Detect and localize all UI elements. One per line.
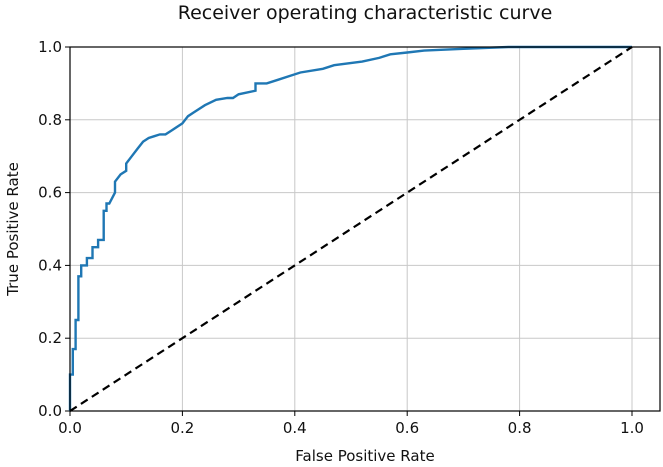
y-tick-label: 0.6 — [38, 184, 62, 202]
y-tick-label: 0.4 — [38, 256, 62, 274]
plot-frame — [69, 46, 661, 412]
x-tick-label: 0.0 — [58, 419, 82, 437]
x-tick-label: 1.0 — [620, 419, 644, 437]
x-axis-label: False Positive Rate — [295, 447, 434, 465]
chance-diagonal-line — [69, 46, 633, 412]
x-tick-label: 0.4 — [283, 419, 307, 437]
ticks: 0.0 0.2 0.4 0.6 0.8 1.0 0.0 0.2 0.4 0.6 0.8 1.0 — [38, 38, 644, 437]
x-tick-label: 0.2 — [170, 419, 194, 437]
x-tick-label: 0.8 — [508, 419, 532, 437]
y-tick-label: 0.0 — [38, 402, 62, 420]
series-layer — [68, 45, 633, 412]
roc-curve-line — [68, 45, 632, 411]
y-tick-label: 0.2 — [38, 329, 62, 347]
y-axis-label: True Positive Rate — [4, 162, 22, 297]
y-tick-label: 0.8 — [38, 111, 62, 129]
chart-title: Receiver operating characteristic curve — [178, 2, 553, 24]
y-tick-label: 1.0 — [38, 38, 62, 56]
grid — [69, 46, 660, 412]
x-tick-label: 0.6 — [395, 419, 419, 437]
